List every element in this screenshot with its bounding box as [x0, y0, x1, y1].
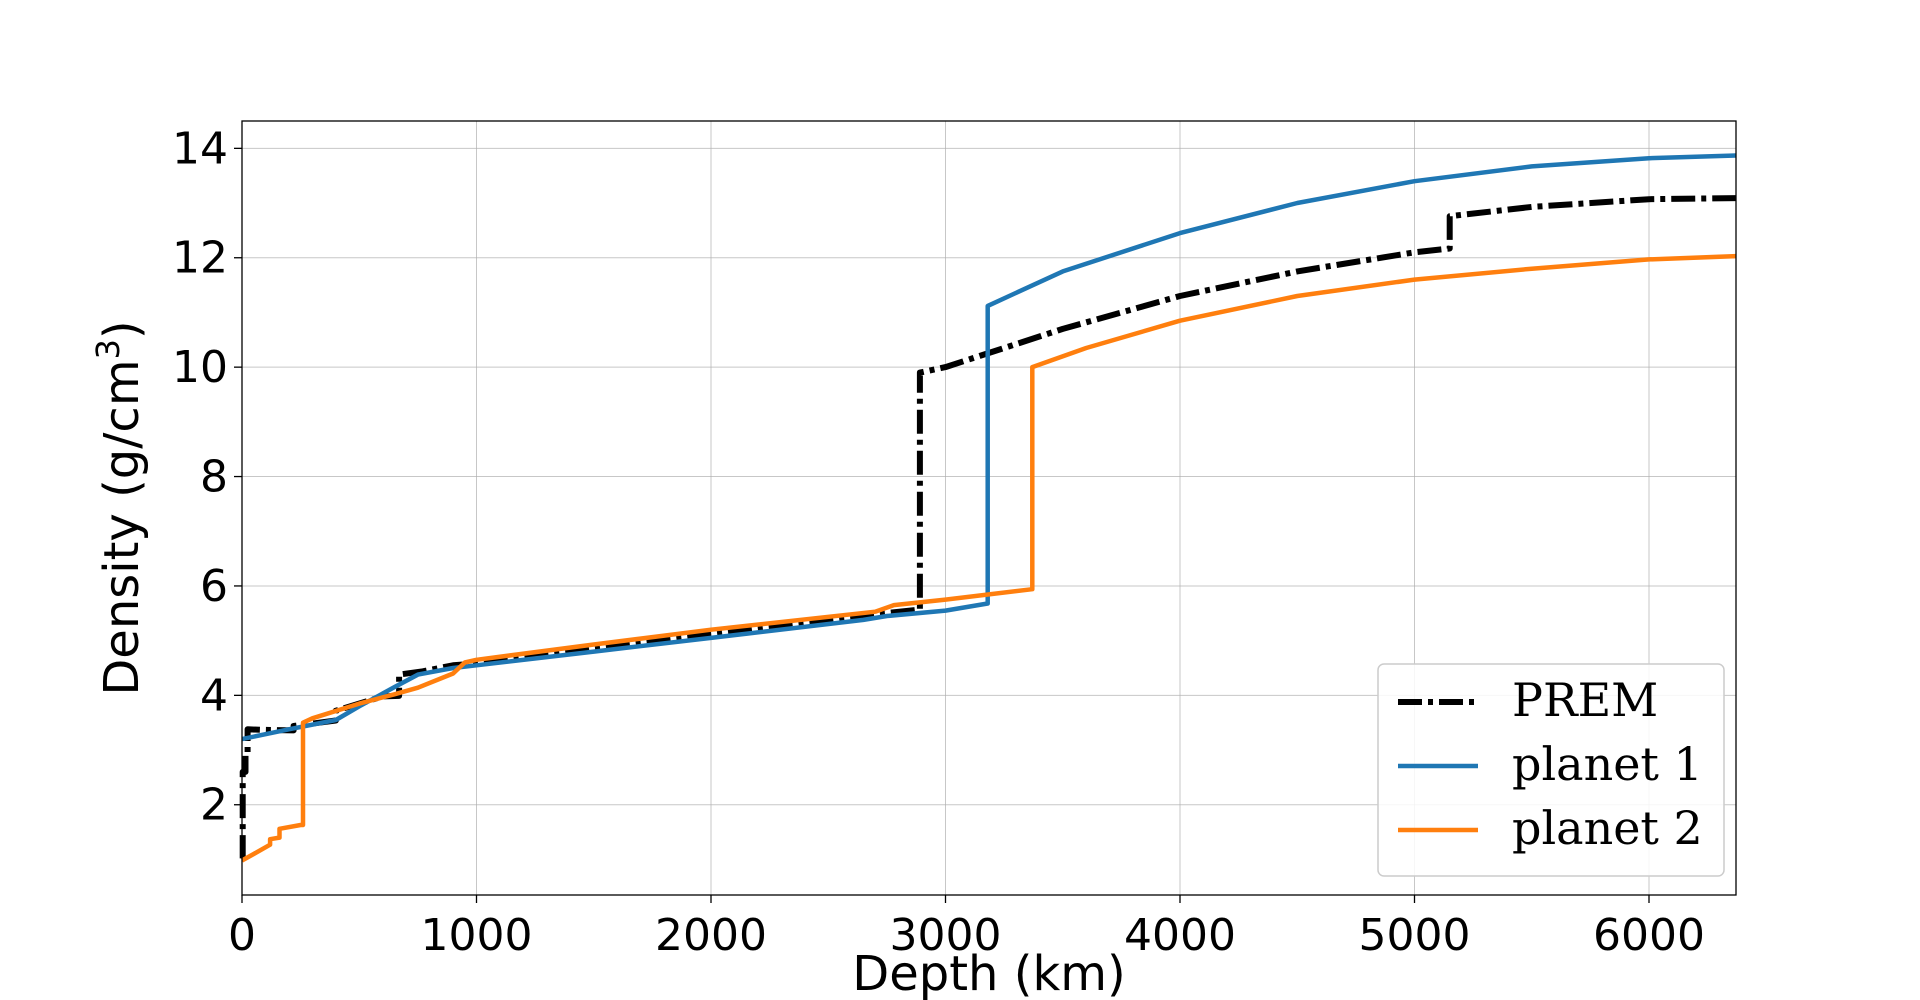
legend: PREM planet 1 planet 2 [1377, 663, 1725, 877]
x-tick-label: 0 [228, 910, 256, 961]
series-line-planet-2 [240, 253, 1737, 863]
legend-label-planet-1: planet 1 [1512, 737, 1703, 791]
x-tick-label: 3000 [890, 910, 1002, 961]
ticks: 0 1000 2000 3000 4000 5000 6000 2 4 6 8 10 12 14 [172, 123, 1705, 961]
x-tick-label: 6000 [1593, 910, 1705, 961]
y-tick-label: 6 [200, 561, 228, 612]
y-tick-label: 4 [200, 670, 228, 721]
series-line-prem [239, 195, 1737, 862]
y-tick-label: 14 [172, 123, 228, 174]
legend-box [1377, 663, 1725, 877]
y-tick-label: 8 [200, 452, 228, 503]
x-tick-label: 5000 [1359, 910, 1471, 961]
x-tick-label: 2000 [655, 910, 767, 961]
series-lines [239, 153, 1737, 863]
legend-label-prem: PREM [1512, 673, 1658, 727]
y-axis-label: Density (g/cm3) [89, 320, 150, 695]
x-tick-label: 1000 [421, 910, 533, 961]
plot-frame [241, 120, 1737, 896]
x-axis-label: Depth (km) [852, 946, 1125, 1000]
y-tick-label: 12 [172, 233, 228, 284]
y-tick-label: 2 [200, 780, 228, 831]
x-tick-label: 4000 [1124, 910, 1236, 961]
y-tick-label: 10 [172, 342, 228, 393]
legend-label-planet-2: planet 2 [1512, 801, 1703, 855]
y-axis-label-superscript: 3 [89, 339, 127, 359]
